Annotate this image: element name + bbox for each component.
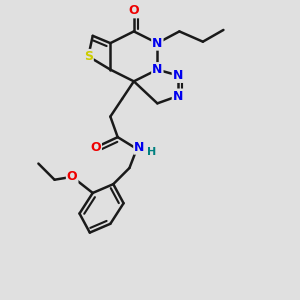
Text: H: H <box>147 147 157 157</box>
Text: N: N <box>173 69 183 82</box>
Text: N: N <box>173 89 183 103</box>
Text: N: N <box>152 37 163 50</box>
Text: O: O <box>90 141 101 154</box>
Text: O: O <box>128 4 139 17</box>
Text: O: O <box>67 170 77 183</box>
Text: S: S <box>84 50 93 63</box>
Text: N: N <box>134 141 144 154</box>
Text: N: N <box>152 63 163 76</box>
